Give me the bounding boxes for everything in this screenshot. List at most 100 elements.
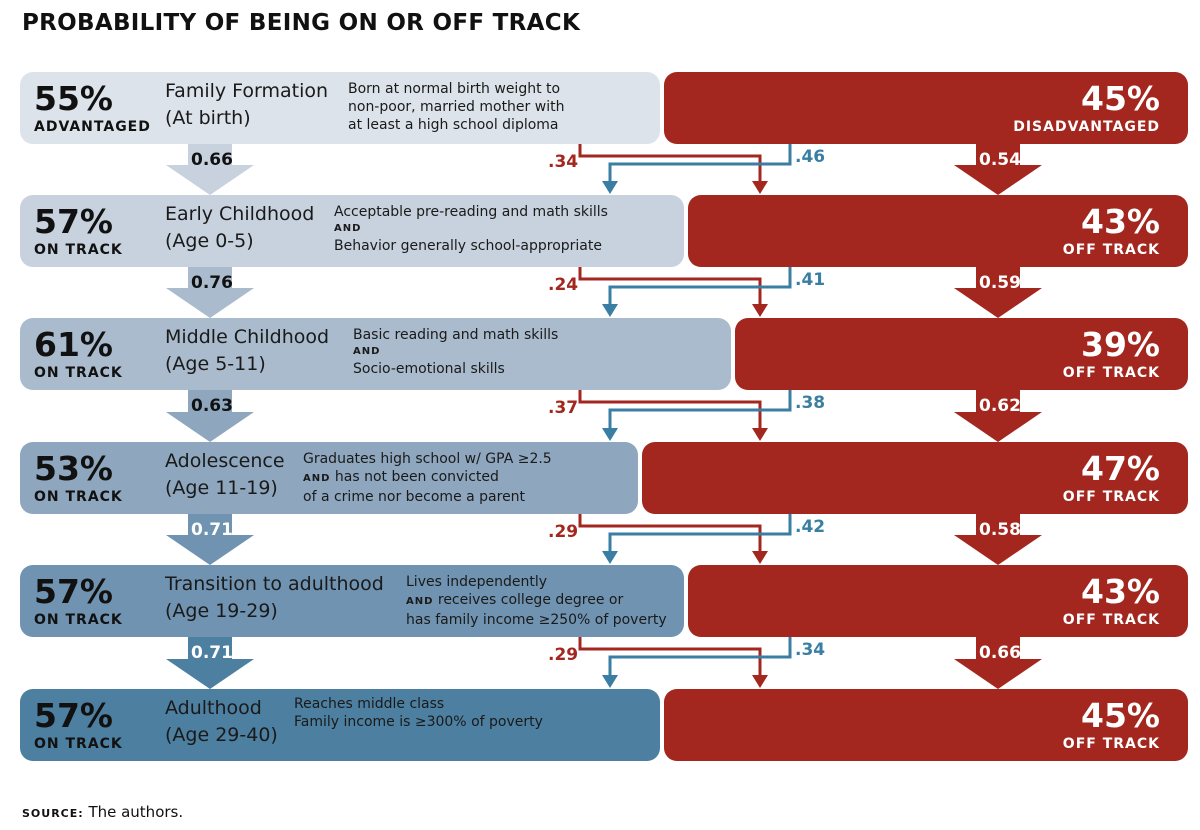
criteria-line: Reaches middle class — [294, 696, 445, 712]
stage-criteria: Born at normal birth weight to non-poor, … — [348, 80, 564, 134]
on-track-box: 53% ON TRACK Adolescence (Age 11-19) Graduat… — [20, 442, 638, 514]
off-track-percent: 47% — [1081, 449, 1160, 488]
stay-on-arrow — [166, 390, 254, 442]
criteria-line: of a crime nor become a parent — [303, 489, 526, 505]
off-track-percent: 45% — [1081, 696, 1160, 735]
stay-on-probability: 0.66 — [191, 150, 233, 170]
criteria-line: Lives independently — [406, 574, 548, 590]
off-track-label: DISADVANTAGED — [1013, 119, 1160, 135]
on-to-off-line — [578, 637, 762, 677]
on-track-percent: 55% — [34, 79, 113, 118]
on-track-percent: 53% — [34, 449, 113, 488]
stay-on-probability: 0.71 — [191, 520, 233, 540]
on-to-off-arrowhead — [752, 181, 768, 194]
source-text: The authors. — [83, 803, 184, 821]
off-track-box: 47% OFF TRACK — [642, 442, 1188, 514]
stage-title: Adulthood — [165, 697, 262, 719]
stage-criteria: Graduates high school w/ GPA ≥2.5 AND has… — [303, 450, 552, 506]
on-track-box: 61% ON TRACK Middle Childhood (Age 5-11) Bas… — [20, 318, 731, 390]
stay-off-probability: 0.62 — [979, 396, 1021, 416]
on-track-label: ON TRACK — [34, 489, 123, 505]
criteria-text: receives college degree or — [433, 592, 624, 608]
stage-name: Family Formation (At birth) — [165, 78, 328, 132]
stay-off-probability: 0.58 — [979, 520, 1021, 540]
off-track-percent: 45% — [1081, 79, 1160, 118]
on-to-off-arrowhead — [752, 304, 768, 317]
stay-off-arrow — [954, 514, 1042, 565]
source-key: SOURCE: — [22, 807, 84, 820]
stage-name: Adulthood (Age 29-40) — [165, 695, 278, 749]
off-track-box: 45% DISADVANTAGED — [664, 72, 1188, 144]
stage-title: Transition to adulthood — [165, 573, 384, 595]
stay-on-arrow — [166, 144, 254, 195]
criteria-line: Behavior generally school-appropriate — [334, 238, 602, 254]
stage-title: Adolescence — [165, 450, 285, 472]
stay-off-probability: 0.59 — [979, 273, 1021, 293]
stage-criteria: Basic reading and math skills AND Socio-em… — [353, 326, 558, 378]
on-to-off-probability: .34 — [548, 152, 579, 172]
off-track-percent: 43% — [1081, 572, 1160, 611]
stay-off-probability: 0.66 — [979, 643, 1021, 663]
criteria-line: AND — [353, 346, 381, 357]
criteria-line: non-poor, married mother with — [348, 99, 565, 115]
stage-name: Transition to adulthood (Age 19-29) — [165, 571, 384, 625]
stay-off-arrow — [954, 637, 1042, 689]
page-title: PROBABILITY OF BEING ON OR OFF TRACK — [22, 10, 581, 36]
on-track-label: ON TRACK — [34, 365, 123, 381]
off-to-on-probability: .46 — [795, 147, 826, 167]
on-track-box: 55% ADVANTAGED Family Formation (At birth) B… — [20, 72, 660, 144]
criteria-line: Acceptable pre-reading and math skills — [334, 204, 608, 220]
criteria-line: Socio-emotional skills — [353, 361, 505, 377]
stage-title: Early Childhood — [165, 203, 315, 225]
on-track-percent: 57% — [34, 572, 113, 611]
stage-name: Middle Childhood (Age 5-11) — [165, 324, 329, 378]
stage-criteria: Reaches middle class Family income is ≥30… — [294, 695, 543, 731]
on-to-off-probability: .29 — [548, 522, 579, 542]
off-to-on-line — [608, 144, 792, 183]
stay-off-probability: 0.54 — [979, 150, 1021, 170]
criteria-line: Born at normal birth weight to — [348, 81, 561, 97]
on-to-off-line — [578, 267, 762, 306]
stay-on-arrow — [166, 514, 254, 565]
on-track-label: ON TRACK — [34, 242, 123, 258]
stage-age: (Age 5-11) — [165, 353, 266, 375]
stage-age: (At birth) — [165, 107, 251, 129]
stay-on-probability: 0.76 — [191, 273, 233, 293]
on-track-box: 57% ON TRACK Transition to adulthood (Age 1… — [20, 565, 684, 637]
off-track-box: 43% OFF TRACK — [688, 565, 1188, 637]
off-track-box: 39% OFF TRACK — [735, 318, 1188, 390]
stage-title: Family Formation — [165, 80, 329, 102]
on-to-off-arrowhead — [752, 551, 768, 564]
off-track-label: OFF TRACK — [1062, 365, 1160, 381]
criteria-text: has not been convicted — [330, 469, 499, 485]
stage-age: (Age 19-29) — [165, 600, 278, 622]
criteria-line: AND has not been convicted — [303, 468, 552, 488]
on-track-box: 57% ON TRACK Adulthood (Age 29-40) Reaches m… — [20, 689, 660, 761]
off-to-on-arrowhead — [602, 428, 618, 441]
off-track-percent: 39% — [1081, 325, 1160, 364]
off-track-box: 43% OFF TRACK — [688, 195, 1188, 267]
off-track-label: OFF TRACK — [1062, 242, 1160, 258]
criteria-line: AND — [334, 223, 362, 234]
stage-criteria: Lives independently AND receives college … — [406, 573, 667, 629]
criteria-line: has family income ≥250% of poverty — [406, 612, 667, 628]
stay-on-arrow — [166, 637, 254, 689]
off-to-on-line — [608, 267, 792, 306]
off-track-label: OFF TRACK — [1062, 612, 1160, 628]
off-to-on-probability: .38 — [795, 393, 826, 413]
stay-off-arrow — [954, 267, 1042, 318]
and-keyword: AND — [303, 473, 331, 484]
off-to-on-line — [608, 390, 792, 430]
stage-name: Adolescence (Age 11-19) — [165, 448, 285, 502]
and-keyword: AND — [406, 596, 434, 607]
on-to-off-arrowhead — [752, 675, 768, 688]
stage-age: (Age 29-40) — [165, 724, 278, 746]
on-track-percent: 57% — [34, 696, 113, 735]
on-track-label: ON TRACK — [34, 612, 123, 628]
source-note: SOURCE: The authors. — [22, 803, 183, 821]
off-to-on-probability: .42 — [795, 517, 826, 537]
stay-on-probability: 0.63 — [191, 396, 233, 416]
criteria-line: AND receives college degree or — [406, 591, 667, 611]
criteria-line: Graduates high school w/ GPA ≥2.5 — [303, 451, 552, 467]
